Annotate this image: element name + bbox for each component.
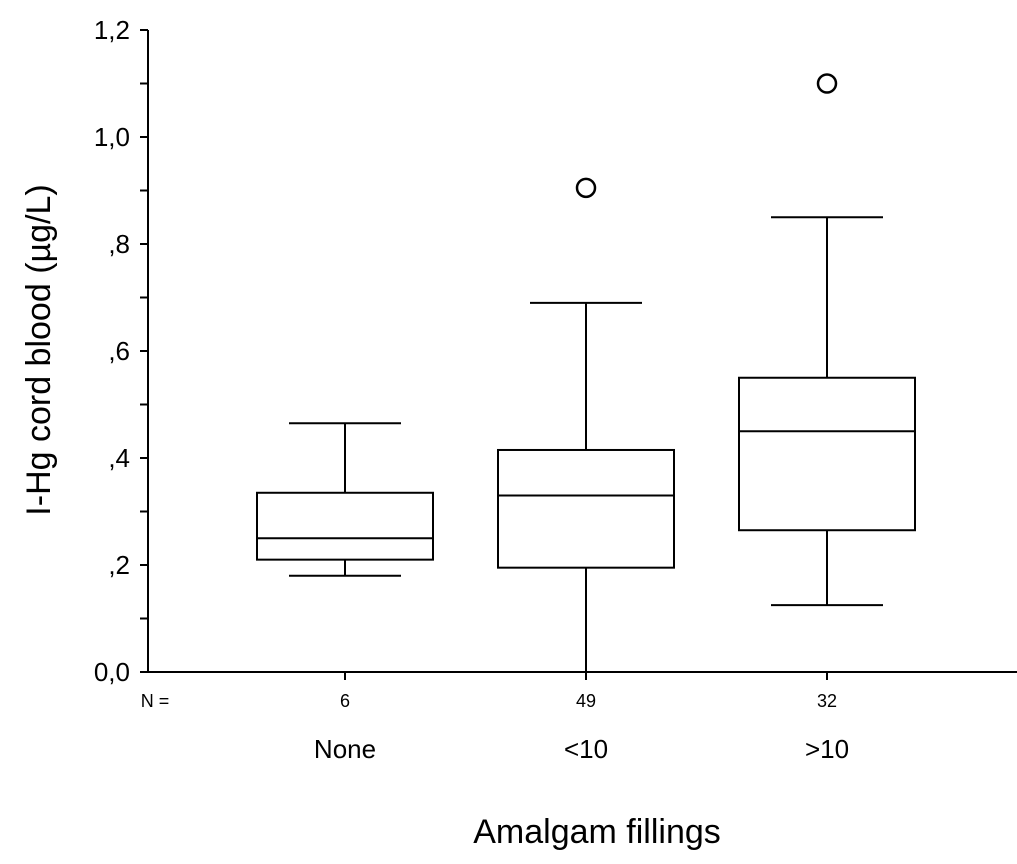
box-group [738,73,916,607]
y-tick-label: ,8 [108,229,130,259]
x-axis: 6 None 49 <10 32 >10 [148,671,1017,764]
x-axis-title: Amalgam fillings [473,813,721,851]
y-axis-title: I-Hg cord blood (µg/L) [20,184,58,515]
iqr-box [738,376,916,532]
outlier-point [816,73,838,94]
outlier-point [575,177,597,199]
box-group [256,422,434,577]
n-value-label: 32 [817,691,837,711]
n-value-label: 49 [576,691,596,711]
category-label: >10 [805,734,849,764]
y-tick-label: ,6 [108,336,130,366]
boxes [256,73,916,673]
box-group [497,177,675,673]
y-tick-label: 0,0 [94,657,130,687]
y-tick-label: 1,2 [94,15,130,45]
category-label: <10 [564,734,608,764]
iqr-box [256,491,434,561]
n-value-label: 6 [340,691,350,711]
iqr-box [497,448,675,569]
category-label: None [314,734,376,764]
y-axis: 0,0 ,2 ,4 ,6 ,8 1,0 1,2 [94,15,149,687]
n-label: N = [141,691,170,711]
y-tick-label: 1,0 [94,122,130,152]
y-tick-label: ,4 [108,443,130,473]
y-tick-label: ,2 [108,550,130,580]
